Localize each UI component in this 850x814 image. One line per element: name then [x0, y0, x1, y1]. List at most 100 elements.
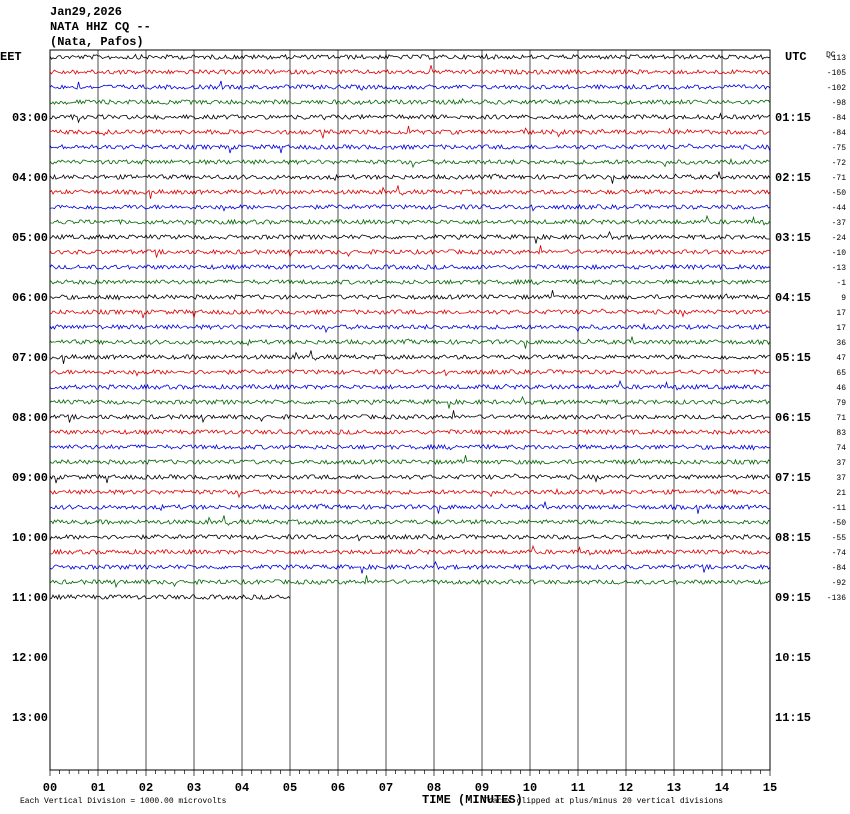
- dc-value: 37: [836, 459, 846, 468]
- trace: [49, 185, 771, 199]
- dc-value: -72: [832, 159, 847, 168]
- trace: [49, 443, 771, 451]
- right-time-label: 08:15: [775, 531, 811, 545]
- trace: [49, 350, 770, 364]
- right-time-label: 01:15: [775, 111, 811, 125]
- trace: [49, 143, 771, 154]
- dc-value: -84: [832, 114, 847, 123]
- dc-value: 65: [836, 369, 846, 378]
- left-time-label: 09:00: [12, 471, 48, 485]
- dc-value: 17: [836, 324, 846, 333]
- trace: [49, 263, 771, 271]
- trace: [49, 379, 771, 391]
- left-time-label: 13:00: [12, 711, 48, 725]
- trace: [49, 487, 771, 499]
- left-time-label: 06:00: [12, 291, 48, 305]
- left-time-label: 08:00: [12, 411, 48, 425]
- dc-value: -37: [832, 219, 847, 228]
- trace: [49, 171, 771, 184]
- trace: [49, 245, 771, 259]
- dc-value: 36: [836, 339, 846, 348]
- x-tick-label: 09: [475, 781, 489, 795]
- dc-value: -102: [827, 84, 846, 93]
- x-tick-label: 14: [715, 781, 729, 795]
- dc-value: -50: [832, 189, 847, 198]
- left-time-label: 12:00: [12, 651, 48, 665]
- clip-note: Traces clipped at plus/minus 20 vertical…: [483, 797, 723, 806]
- dc-value: 74: [836, 444, 846, 453]
- dc-value: -113: [827, 54, 846, 63]
- dc-value: -98: [832, 99, 847, 108]
- left-time-label: 03:00: [12, 111, 48, 125]
- right-time-label: 09:15: [775, 591, 811, 605]
- dc-value: 83: [836, 429, 846, 438]
- x-tick-label: 03: [187, 781, 201, 795]
- x-tick-label: 13: [667, 781, 681, 795]
- trace: [49, 533, 771, 542]
- right-time-label: 10:15: [775, 651, 811, 665]
- dc-value: -13: [832, 264, 847, 273]
- trace: [49, 290, 771, 301]
- trace: [49, 336, 771, 349]
- trace: [49, 501, 771, 514]
- trace: [49, 157, 770, 169]
- trace: [49, 214, 771, 226]
- trace: [49, 575, 771, 589]
- trace: [49, 322, 771, 334]
- x-tick-label: 12: [619, 781, 633, 795]
- x-tick-label: 06: [331, 781, 345, 795]
- dc-value: 46: [836, 384, 846, 393]
- right-axis-label: UTC: [785, 50, 807, 64]
- dc-value: 79: [836, 399, 846, 408]
- trace: [49, 410, 771, 424]
- trace: [49, 428, 771, 436]
- header-line: Jan29,2026: [50, 5, 122, 19]
- dc-value: 71: [836, 414, 846, 423]
- x-tick-label: 11: [571, 781, 585, 795]
- trace: [49, 560, 771, 574]
- right-time-label: 03:15: [775, 231, 811, 245]
- trace: [49, 395, 771, 409]
- dc-value: -44: [832, 204, 847, 213]
- dc-value: -1: [836, 279, 846, 288]
- dc-value: -105: [827, 69, 846, 78]
- trace: [49, 230, 770, 244]
- dc-value: 21: [836, 489, 846, 498]
- left-axis-label: EET: [0, 50, 22, 64]
- x-tick-label: 05: [283, 781, 297, 795]
- dc-value: -10: [832, 249, 847, 258]
- dc-value: -84: [832, 564, 847, 573]
- dc-value: -75: [832, 144, 847, 153]
- right-time-label: 11:15: [775, 711, 811, 725]
- dc-value: -84: [832, 129, 847, 138]
- right-time-label: 06:15: [775, 411, 811, 425]
- trace: [49, 473, 771, 484]
- x-tick-label: 00: [43, 781, 57, 795]
- x-tick-label: 01: [91, 781, 105, 795]
- header-line: (Nata, Pafos): [50, 35, 144, 49]
- x-tick-label: 10: [523, 781, 537, 795]
- trace: [49, 112, 771, 124]
- dc-value: 17: [836, 309, 846, 318]
- trace: [49, 515, 771, 526]
- left-time-label: 05:00: [12, 231, 48, 245]
- right-time-label: 05:15: [775, 351, 811, 365]
- trace: [49, 80, 771, 91]
- left-time-label: 07:00: [12, 351, 48, 365]
- dc-value: -11: [832, 504, 847, 513]
- trace: [49, 368, 771, 377]
- right-time-label: 07:15: [775, 471, 811, 485]
- left-time-label: 10:00: [12, 531, 48, 545]
- dc-value: -74: [832, 549, 847, 558]
- x-tick-label: 04: [235, 781, 249, 795]
- left-time-label: 04:00: [12, 171, 48, 185]
- trace: [49, 125, 771, 139]
- right-time-label: 04:15: [775, 291, 811, 305]
- dc-value: -50: [832, 519, 847, 528]
- dc-value: 37: [836, 474, 846, 483]
- x-axis-title: TIME (MINUTES): [422, 793, 523, 807]
- trace: [50, 593, 291, 601]
- right-time-label: 02:15: [775, 171, 811, 185]
